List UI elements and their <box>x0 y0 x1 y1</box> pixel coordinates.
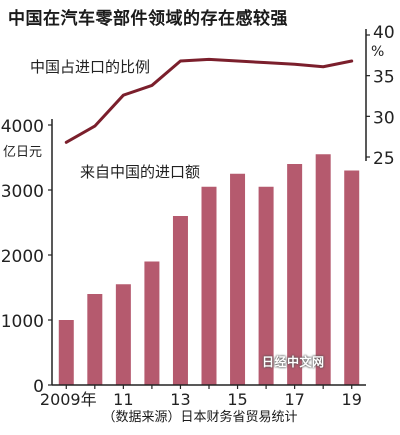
watermark: 日经中文网 <box>262 355 325 369</box>
right-axis-tick-label: 40 <box>373 23 395 43</box>
right-axis-tick-label: 25 <box>373 149 395 169</box>
chart-title: 中国在汽车零部件领域的存在感较强 <box>8 9 288 29</box>
bar <box>58 320 74 385</box>
left-axis-unit: 亿日元 <box>3 145 42 160</box>
x-axis-tick-label: 13 <box>170 390 190 409</box>
right-axis-tick-label: 30 <box>373 108 395 128</box>
bar <box>258 186 274 385</box>
bar <box>344 170 360 385</box>
right-axis-unit: % <box>371 44 384 60</box>
bar <box>230 173 246 385</box>
right-axis-tick-label: 35 <box>373 68 395 88</box>
bar <box>287 164 303 385</box>
left-axis-tick-label: 2000 <box>1 247 44 267</box>
x-axis-tick-label: 17 <box>284 390 304 409</box>
bar <box>315 154 331 385</box>
line-series-label: 中国占进口的比例 <box>30 58 150 76</box>
bar <box>115 284 131 385</box>
bar-series-label: 来自中国的进口额 <box>80 163 200 181</box>
x-axis-tick-label: 19 <box>342 390 362 409</box>
line-series <box>64 57 354 144</box>
left-axis-tick-label: 3000 <box>1 182 44 202</box>
bar <box>87 294 103 385</box>
bar <box>201 186 217 385</box>
bar <box>144 261 160 385</box>
source-note: （数据来源）日本财务省贸易统计 <box>102 410 298 425</box>
x-axis-tick-label: 11 <box>113 390 133 409</box>
left-axis-tick-label: 1000 <box>1 312 44 332</box>
left-axis-tick-label: 0 <box>33 377 44 397</box>
left-axis-tick-label: 4000 <box>1 117 44 137</box>
x-axis-tick-label: 2009年 <box>40 390 97 409</box>
bar <box>172 216 188 385</box>
x-axis-tick-label: 15 <box>227 390 247 409</box>
